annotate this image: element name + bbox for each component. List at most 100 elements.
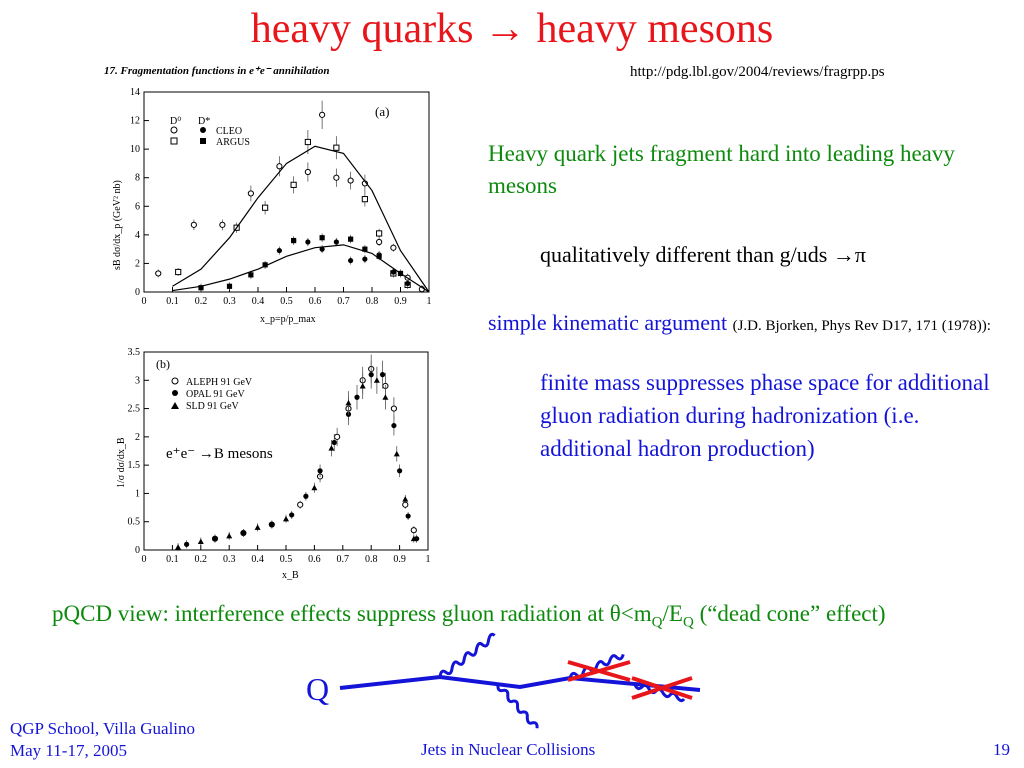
- y-tick-label: 14: [130, 87, 140, 98]
- pqcd-part-a: pQCD view: interference effects suppress…: [52, 601, 652, 626]
- series-d-argus-point: [348, 236, 354, 242]
- legend-b-opal: OPAL 91 GeV: [186, 389, 245, 400]
- x-tick-label: 0.1: [166, 554, 179, 565]
- series-opal-91-gev-point: [184, 541, 190, 547]
- y-tick-label: 8: [135, 173, 140, 184]
- y-tick-label: 0: [135, 545, 140, 556]
- series-opal-91-gev-point: [405, 513, 411, 519]
- qualitative-statement: qualitatively different than g/uds →π: [540, 242, 866, 267]
- legend-a-open-circle: [170, 126, 178, 134]
- quark-label: Q: [306, 671, 329, 707]
- series-opal-91-gev-point: [269, 521, 275, 528]
- series-d-argus-point: [198, 285, 204, 291]
- series-opal-91-gev-point: [212, 536, 218, 542]
- legend-b-open-circle: [171, 377, 179, 385]
- x-tick-label: 1: [427, 296, 432, 307]
- series-d0-cleo-point: [347, 177, 354, 184]
- series-sld-91-gev-point: [197, 538, 204, 545]
- y-tick-label: 2: [135, 258, 140, 269]
- series-sld-91-gev-point: [283, 515, 289, 522]
- cross-line-2: [567, 660, 631, 682]
- series-d0-argus-point: [262, 204, 269, 211]
- x-tick-label: 0.8: [365, 554, 378, 565]
- x-tick-label: 0.2: [195, 554, 208, 565]
- series-opal-91-gev-point: [354, 394, 360, 400]
- pqcd-part-c: (“dead cone” effect): [693, 601, 886, 626]
- series-sld-91-gev-point: [382, 394, 389, 400]
- series-d0-cleo-point: [304, 168, 311, 176]
- legend-b-filled-circle: [172, 390, 178, 396]
- gluon-up: [438, 632, 496, 678]
- finite-mass-statement: finite mass suppresses phase space for a…: [540, 370, 990, 461]
- plot-a: 17. Fragmentation functions in e⁺e⁻ anni…: [104, 65, 432, 325]
- series-fit-d0-curve: [172, 145, 430, 293]
- footer-left: QGP School, Villa Gualino May 11-17, 200…: [10, 718, 195, 762]
- pqcd-sub-1: Q: [651, 614, 663, 631]
- pqcd-part-b: /E: [662, 601, 683, 626]
- legend-a-filled-circle: [200, 127, 206, 133]
- kinematic-argument: simple kinematic argument (J.D. Bjorken,…: [488, 308, 1008, 341]
- x-tick-label: 0.7: [337, 554, 350, 565]
- x-tick-label: 0.3: [223, 296, 236, 307]
- series-opal-91-gev-point: [331, 439, 337, 446]
- y-tick-label: 2.5: [128, 404, 141, 415]
- series-d-argus-point: [362, 246, 368, 252]
- series-d-argus-point: [226, 283, 233, 289]
- y-tick-label: 1.5: [128, 460, 141, 471]
- panel-a-label: (a): [375, 104, 389, 119]
- series-d0-cleo-point: [219, 221, 226, 228]
- series-d-cleo-point: [319, 246, 325, 252]
- pqcd-statement: pQCD view: interference effects suppress…: [52, 598, 982, 639]
- dead-cone-diagram: Q: [306, 632, 701, 729]
- cross-line-4: [631, 676, 693, 700]
- y-tick-label: 1: [135, 488, 140, 499]
- series-opal-91-gev-point: [240, 530, 246, 536]
- x-tick-label: 0.5: [280, 296, 293, 307]
- x-tick-label: 0.9: [393, 554, 406, 565]
- series-d0-argus-point: [361, 196, 368, 203]
- series-d-cleo-point: [276, 247, 282, 254]
- series-aleph-91-gev-point: [334, 433, 341, 440]
- series-aleph-91-gev-point: [297, 501, 304, 508]
- plot-b: 0 0.1 0.2 0.3 0.4 0.5 0.6 0.7 0.8 0.9 1 0 0.5 1 1.5 2 2.…: [116, 347, 431, 581]
- xlabel-a: x_p=p/p_max: [260, 314, 316, 325]
- x-tick-label: 0.4: [252, 296, 265, 307]
- series-d0-argus-point: [376, 230, 383, 237]
- series-d0-argus-point: [333, 144, 340, 151]
- quark-line: [339, 674, 701, 692]
- series-d-argus-point: [248, 272, 254, 278]
- x-tick-label: 0.9: [394, 296, 407, 307]
- ylabel-a: sB dσ/dx_p (GeV² nb): [112, 180, 123, 270]
- series-d0-cleo-point: [276, 163, 283, 170]
- series-opal-91-gev-point: [397, 468, 403, 474]
- series-opal-91-gev-point: [303, 493, 309, 499]
- legend-b-triangle: [171, 402, 179, 409]
- series-sld-91-gev-point: [393, 450, 400, 457]
- series-opal-91-gev-point: [317, 468, 323, 474]
- series-d0-cleo-point: [247, 190, 254, 197]
- pqcd-sub-2: Q: [682, 614, 694, 631]
- series-d0-argus-point: [304, 138, 311, 146]
- legend-a-header-d0: D⁰: [170, 116, 181, 127]
- kinematic-label: simple kinematic argument: [488, 310, 728, 335]
- series-sld-91-gev-point: [328, 445, 335, 451]
- series-d0-cleo-point: [155, 270, 162, 277]
- series-d-cleo-point: [348, 257, 354, 264]
- series-sld-91-gev-point: [373, 377, 380, 383]
- series-d0-cleo-point: [390, 244, 397, 251]
- footer-title: Jets in Nuclear Collisions: [421, 740, 596, 759]
- y-tick-label: 2: [135, 432, 140, 443]
- legend-a-open-square: [170, 137, 178, 145]
- y-tick-label: 6: [135, 201, 140, 212]
- series-d-argus-point: [291, 237, 297, 244]
- y-tick-label: 0: [135, 287, 140, 298]
- xlabel-b: x_B: [282, 570, 299, 581]
- series-aleph-91-gev-point: [410, 527, 417, 534]
- y-tick-label: 4: [135, 230, 140, 241]
- series-aleph-91-gev-point: [390, 405, 398, 412]
- x-tick-label: 0.7: [337, 296, 350, 307]
- series-sld-91-gev-point: [311, 484, 318, 491]
- slide-title: heavy quarks → heavy mesons: [250, 6, 774, 52]
- series-sld-91-gev-point: [254, 524, 261, 530]
- plot-a-header: 17. Fragmentation functions in e⁺e⁻ anni…: [104, 65, 330, 77]
